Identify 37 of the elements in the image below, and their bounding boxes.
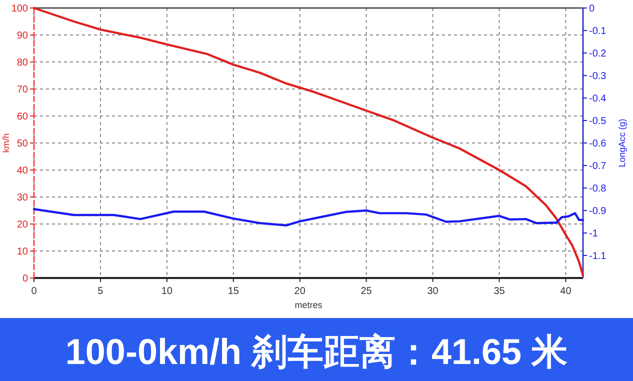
y-tick-label: 10 [16, 246, 28, 258]
y-tick-label: 70 [16, 84, 28, 96]
x-tick-label: 40 [560, 286, 572, 297]
y2-axis-title: LongAcc (g) [617, 118, 627, 168]
x-tick-label: 25 [360, 286, 372, 297]
text: 100-0km/h 刹车距离：41.65 米 [65, 331, 568, 372]
y2-tick-label: -0.6 [589, 138, 607, 150]
y-tick-label: 60 [16, 112, 28, 122]
y-tick-label: 20 [16, 220, 28, 230]
x-tick-label: 5 [98, 286, 104, 297]
y2-tick-label: -0.8 [589, 184, 607, 194]
y2-tick-label: -0.5 [589, 116, 607, 127]
y-tick-label: 40 [16, 166, 28, 176]
y2-tick-label: -0.1 [589, 26, 607, 37]
y-tick-label: 80 [16, 58, 28, 68]
line-series [32, 208, 584, 226]
y2-tick-label: -0.3 [589, 71, 607, 82]
y2-tick-label: 0 [589, 4, 595, 14]
y2-tick-label: -1.1 [589, 251, 607, 262]
y2-tick-label: -1 [589, 228, 598, 240]
x-tick-label: 15 [228, 286, 240, 297]
y-tick-label: 30 [16, 192, 28, 204]
y-axis-title: km/h [1, 133, 11, 153]
x-axis-title: metres [294, 300, 323, 310]
y-tick-label: 90 [16, 30, 28, 42]
x-tick-label: 35 [494, 286, 506, 297]
y-tick-label: 100 [11, 4, 28, 14]
y-tick-label: 0 [22, 274, 28, 284]
x-tick-label: 10 [161, 286, 173, 297]
x-tick-label: 20 [294, 286, 306, 297]
x-tick-label: 0 [31, 286, 38, 297]
y2-tick-label: -0.4 [589, 94, 607, 104]
x-tick-label: 30 [427, 286, 439, 297]
y2-tick-label: -0.9 [589, 206, 607, 217]
y2-tick-label: -0.2 [589, 48, 607, 60]
y-tick-label: 50 [16, 138, 28, 150]
y2-tick-label: -0.7 [589, 161, 607, 172]
